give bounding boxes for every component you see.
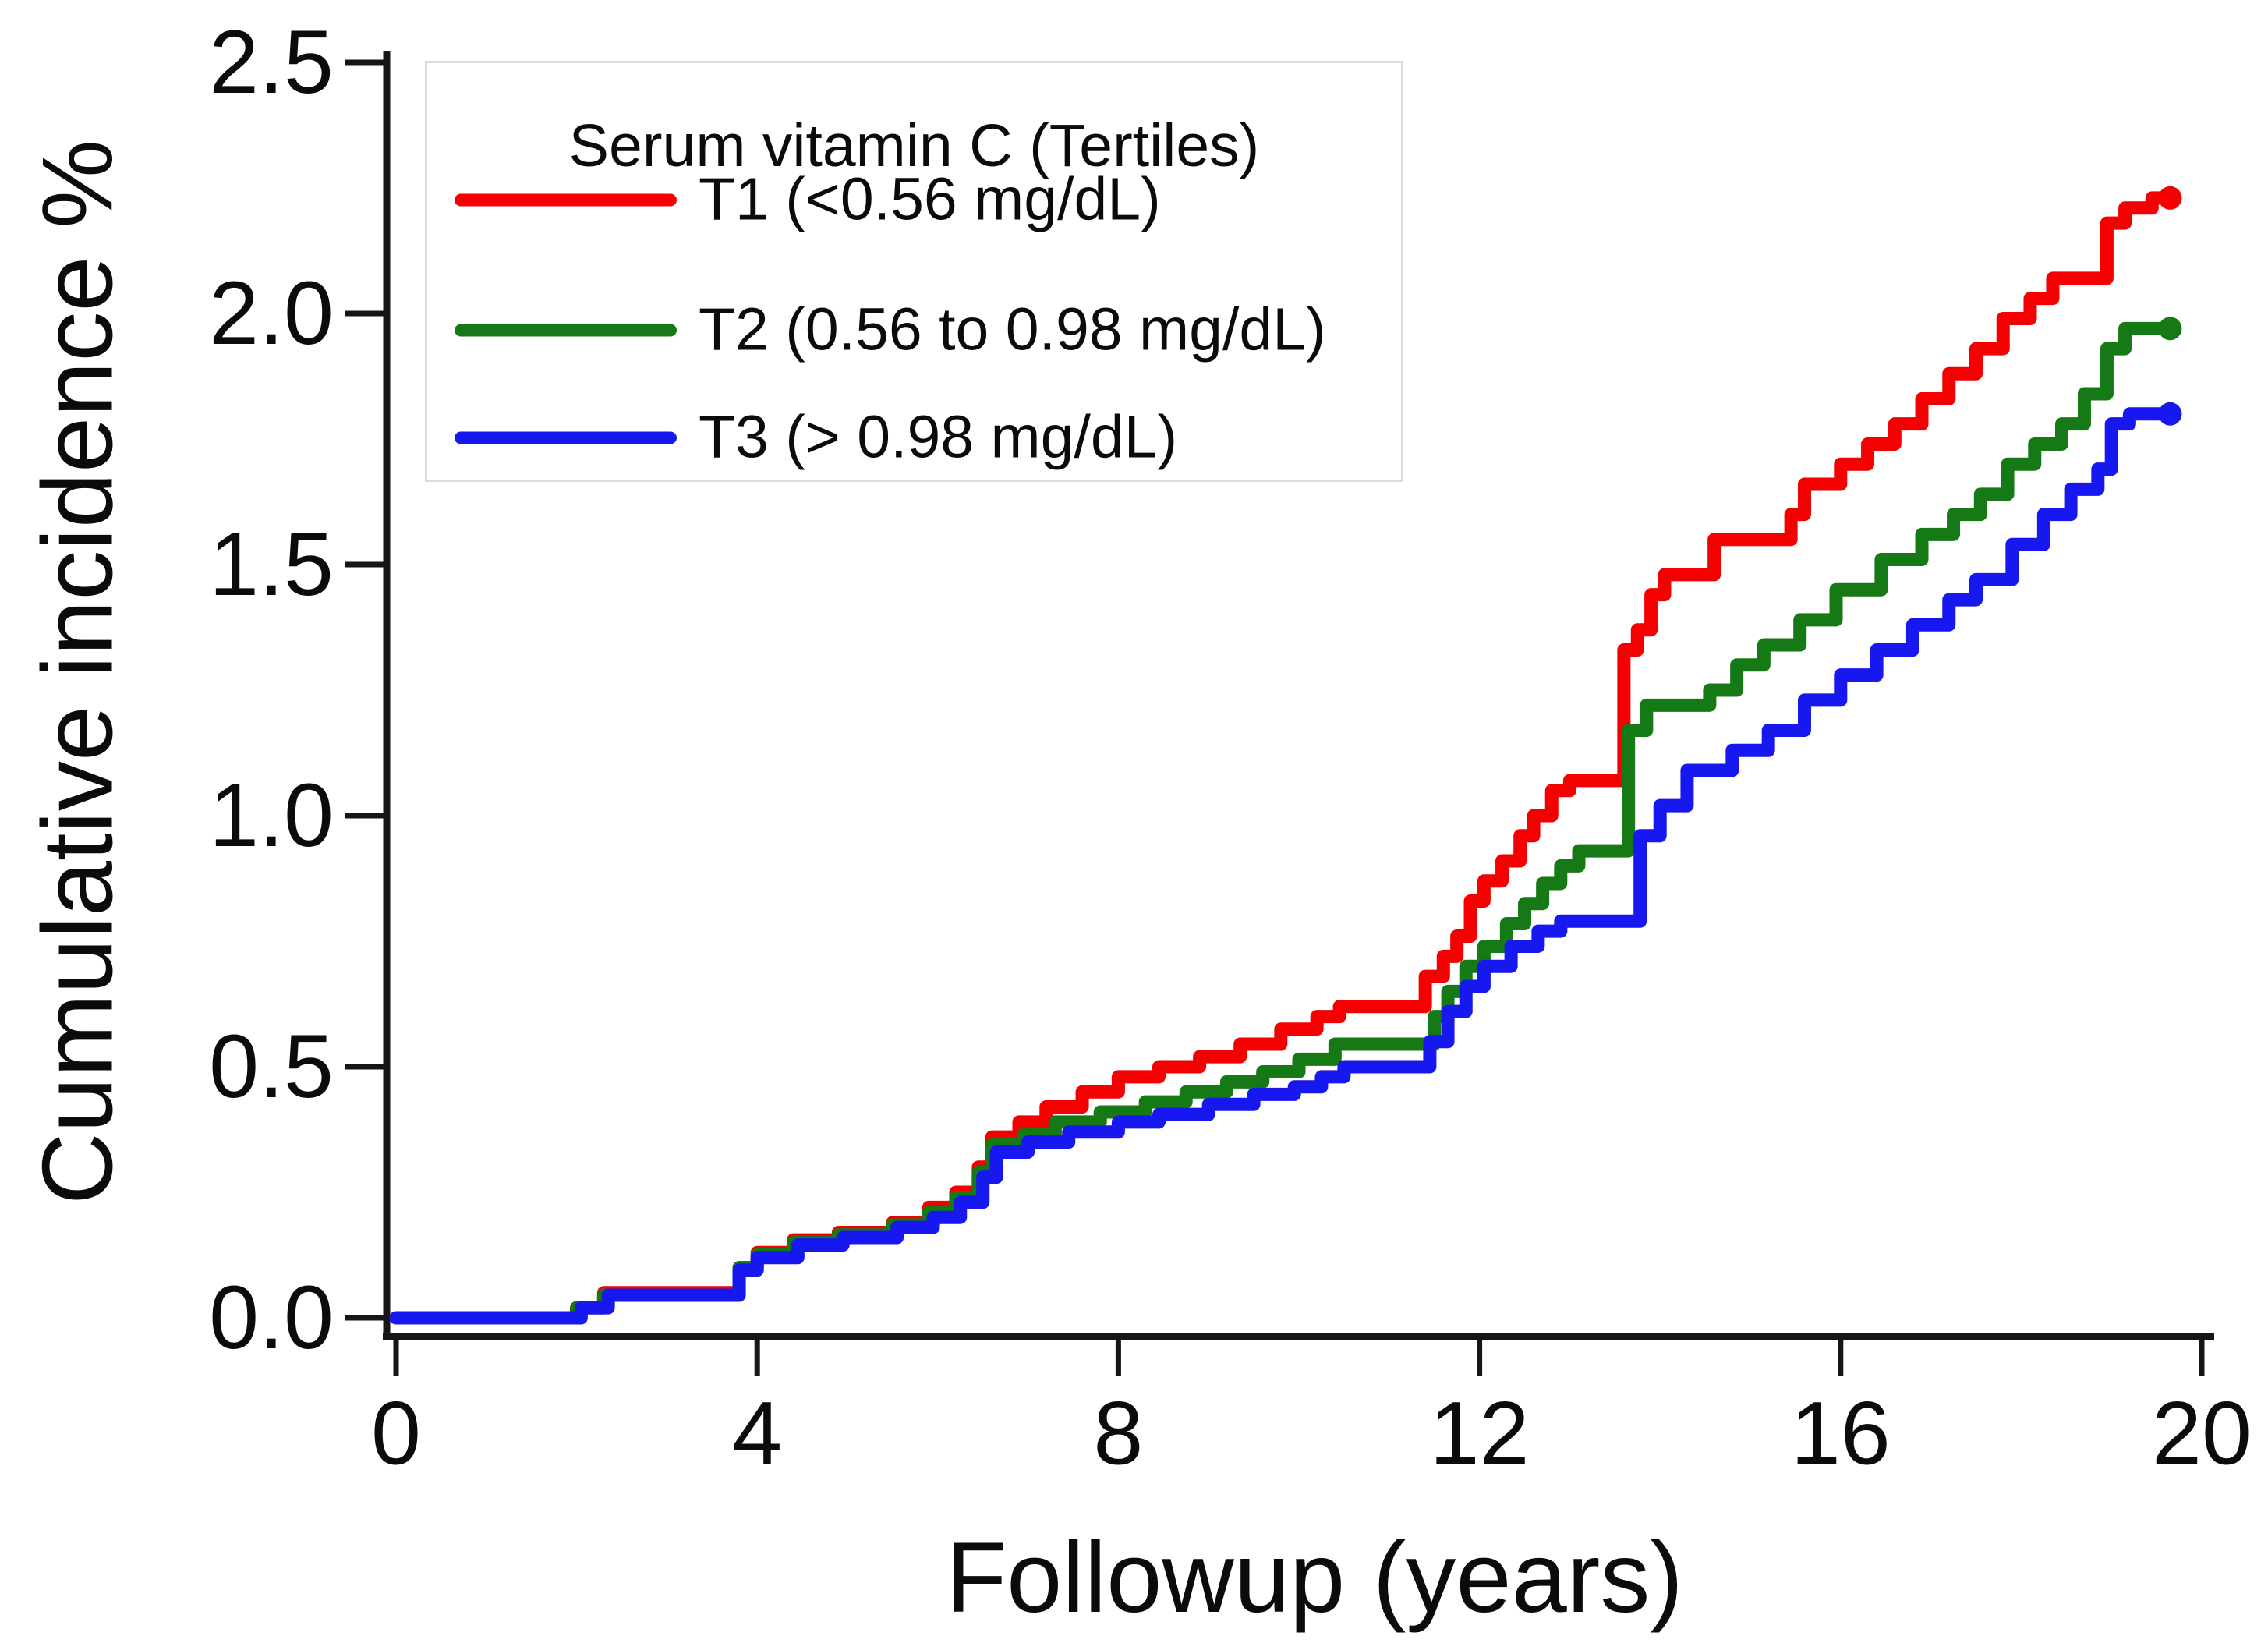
t3-swatch-line	[455, 431, 677, 444]
series-t2-endpoint	[2158, 317, 2182, 341]
series-t3-endpoint	[2158, 402, 2182, 426]
legend-item-label: T3 (> 0.98 mg/dL)	[699, 403, 1178, 471]
x-tick-label: 8	[1093, 1383, 1143, 1483]
y-tick-label: 0.0	[209, 1268, 334, 1368]
y-tick-label: 1.5	[209, 515, 334, 614]
legend-item-label: T2 (0.56 to 0.98 mg/dL)	[699, 296, 1326, 363]
y-tick-label: 1.0	[209, 766, 334, 866]
x-tick-label: 20	[2152, 1383, 2252, 1483]
y-tick-label: 2.0	[209, 264, 334, 363]
x-tick-label: 4	[732, 1383, 782, 1483]
y-tick-label: 0.5	[209, 1017, 334, 1117]
x-tick-label: 12	[1430, 1383, 1530, 1483]
legend-item-t2: T2 (0.56 to 0.98 mg/dL)	[455, 296, 1326, 365]
legend-item-t3: T3 (> 0.98 mg/dL)	[455, 403, 1177, 473]
legend: Serum vitamin C (Tertiles) T1 (<0.56 mg/…	[425, 61, 1403, 482]
series-t1-endpoint	[2158, 186, 2182, 210]
y-axis-title: Cumulative incidence %	[22, 140, 134, 1205]
series-t3-line	[389, 407, 2177, 1325]
t1-swatch-line	[455, 193, 677, 206]
t2-swatch-line	[455, 324, 677, 336]
x-axis-title: Followup (years)	[945, 1522, 1684, 1634]
legend-item-t1: T1 (<0.56 mg/dL)	[455, 165, 1161, 235]
legend-item-label: T1 (<0.56 mg/dL)	[699, 165, 1161, 233]
x-tick-label: 16	[1791, 1383, 1891, 1483]
legend-title: Serum vitamin C (Tertiles)	[568, 112, 1260, 179]
x-tick-label: 0	[371, 1383, 421, 1483]
y-tick-label: 2.5	[209, 12, 334, 112]
